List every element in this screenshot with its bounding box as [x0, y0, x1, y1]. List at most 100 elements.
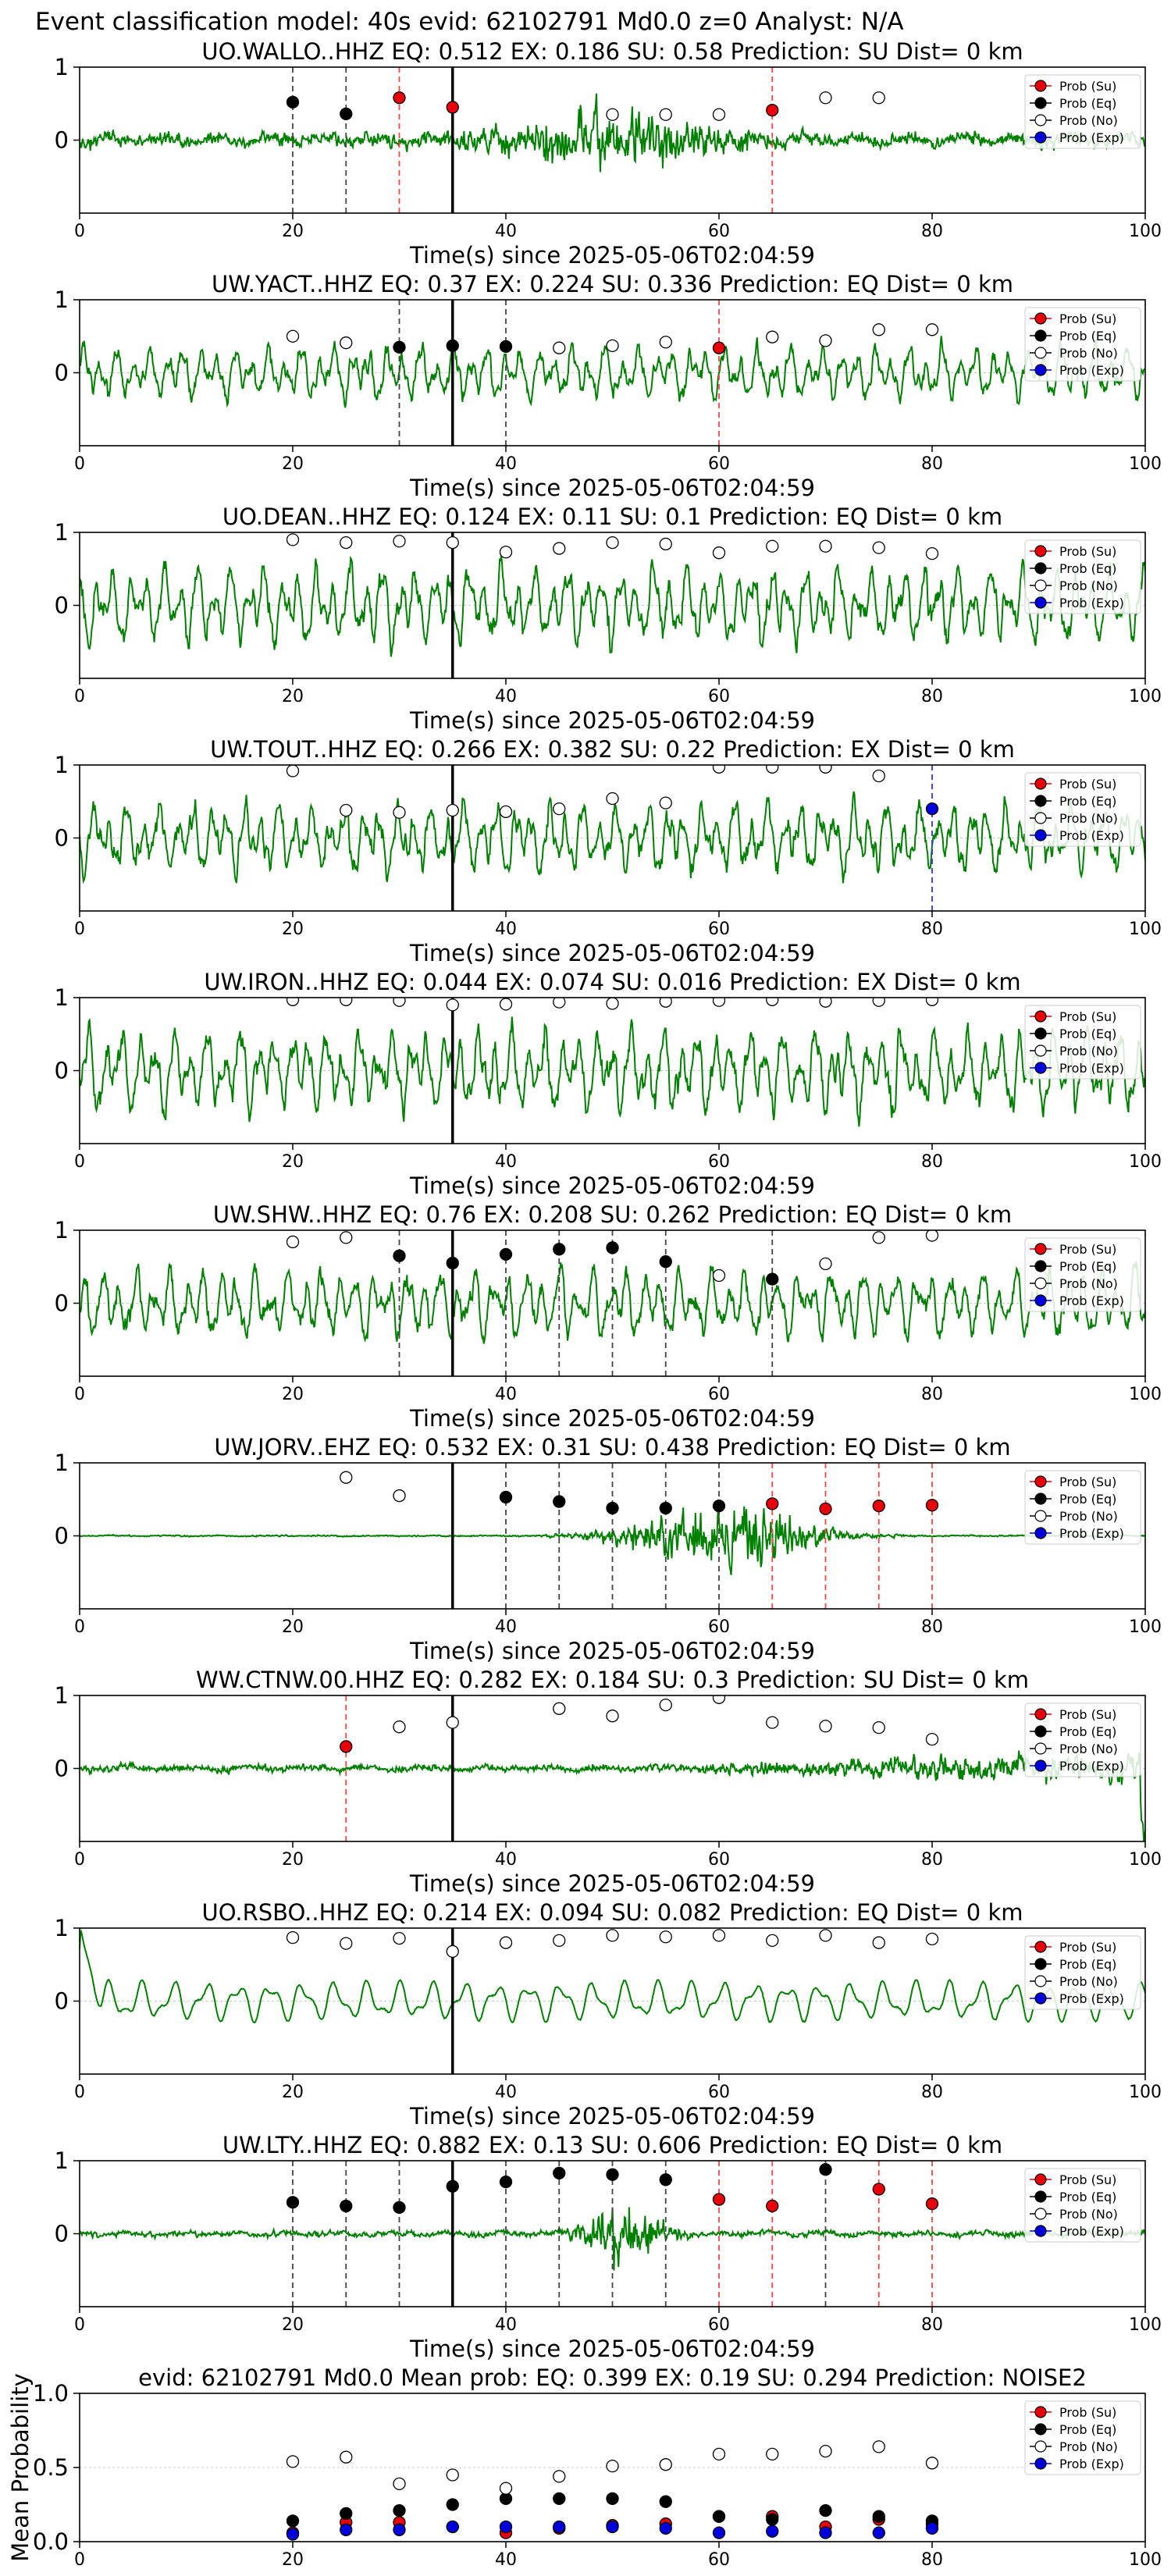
legend-box	[1024, 1470, 1141, 1545]
prob-marker-eq	[606, 1241, 619, 1254]
prob-marker-no	[819, 998, 832, 1008]
legend-label-no: Prob (No)	[1059, 346, 1118, 361]
prob-marker-no	[712, 546, 726, 560]
prob-marker-eq	[659, 1255, 672, 1268]
prob-marker-no	[766, 765, 779, 774]
prob-marker-no	[712, 1268, 726, 1283]
prob-marker-no	[340, 998, 353, 1006]
mean-marker-exp	[925, 2521, 939, 2535]
legend-label-su: Prob (Su)	[1059, 1940, 1116, 1955]
mean-marker-eq	[712, 2510, 726, 2523]
prob-marker-eq	[393, 2201, 406, 2214]
legend-label-exp: Prob (Exp)	[1059, 363, 1124, 378]
prob-marker-no	[712, 998, 726, 1007]
mean-marker-no	[499, 2482, 513, 2495]
prob-marker-no	[872, 1231, 885, 1244]
legend-label-exp: Prob (Exp)	[1059, 2457, 1124, 2471]
legend-marker-exp	[1034, 2225, 1047, 2237]
x-tick-label: 40	[495, 920, 517, 939]
prob-marker-no	[925, 1732, 939, 1746]
prob-marker-no	[286, 765, 300, 777]
plot-area	[80, 2393, 1145, 2541]
prob-marker-eq	[340, 2199, 353, 2213]
panel-7: UW.JORV..EHZ EQ: 0.532 EX: 0.31 SU: 0.43…	[55, 1434, 1162, 1664]
prob-marker-eq	[766, 1272, 779, 1286]
legend-marker-eq	[1034, 2423, 1047, 2435]
legend-label-eq: Prob (Eq)	[1059, 1724, 1116, 1739]
x-tick-label: 80	[921, 1617, 943, 1637]
x-tick-label: 100	[1129, 2083, 1162, 2102]
x-tick-label: 100	[1129, 1385, 1162, 1404]
x-tick-label: 80	[921, 920, 943, 939]
x-tick-label: 60	[708, 1850, 730, 1870]
x-axis-label: Time(s) since 2025-05-06T02:04:59	[409, 2336, 815, 2362]
x-axis-label: Time(s) since 2025-05-06T02:04:59	[409, 1638, 815, 1664]
prob-marker-su	[712, 341, 726, 354]
mean-marker-exp	[553, 2520, 566, 2534]
panel-2: UW.YACT..HHZ EQ: 0.37 EX: 0.224 SU: 0.33…	[55, 271, 1162, 501]
prob-marker-no	[819, 539, 832, 553]
prob-marker-no	[819, 765, 832, 774]
prob-marker-eq	[286, 2196, 300, 2209]
legend-label-exp: Prob (Exp)	[1059, 1991, 1124, 2006]
prob-marker-su	[925, 1499, 939, 1512]
legend-label-no: Prob (No)	[1059, 2439, 1118, 2454]
x-axis-label: Time(s) since 2025-05-06T02:04:59	[409, 1405, 815, 1432]
legend-marker-su	[1034, 545, 1047, 557]
figure-suptitle: Event classification model: 40s evid: 62…	[35, 8, 904, 36]
prob-marker-no	[499, 998, 513, 1011]
prob-marker-no	[925, 546, 939, 560]
legend-box	[1024, 2400, 1141, 2475]
x-tick-label: 80	[921, 2315, 943, 2335]
x-tick-label: 60	[708, 2083, 730, 2102]
x-axis-label: Time(s) since 2025-05-06T02:04:59	[409, 1172, 815, 1199]
prob-marker-no	[446, 998, 459, 1012]
y-tick-label: 1	[55, 1682, 69, 1709]
x-tick-label: 40	[495, 2083, 517, 2102]
y-tick-label: 1	[55, 1217, 69, 1244]
prob-marker-no	[286, 998, 300, 1006]
legend-label-exp: Prob (Exp)	[1059, 596, 1124, 610]
waveform-trace	[80, 791, 1145, 884]
x-tick-label: 80	[921, 1850, 943, 1870]
x-tick-label: 20	[282, 1850, 304, 1870]
prob-marker-no	[553, 341, 566, 354]
prob-marker-no	[553, 1934, 566, 1948]
prob-marker-no	[286, 329, 300, 343]
waveform-trace	[80, 2207, 1145, 2271]
prob-marker-no	[659, 108, 672, 121]
y-tick-label: 0.0	[33, 2528, 69, 2555]
prob-marker-no	[766, 1934, 779, 1948]
legend-label-exp: Prob (Exp)	[1059, 1526, 1124, 1541]
prob-marker-no	[872, 769, 885, 783]
x-tick-label: 20	[282, 454, 304, 474]
y-tick-label: 0	[55, 825, 69, 852]
prob-marker-no	[819, 1257, 832, 1271]
prob-marker-no	[606, 998, 619, 1010]
x-tick-label: 20	[282, 687, 304, 706]
x-tick-label: 60	[708, 1152, 730, 1172]
x-tick-label: 0	[74, 1152, 85, 1172]
legend-label-eq: Prob (Eq)	[1059, 794, 1116, 809]
x-tick-label: 40	[495, 687, 517, 706]
prob-marker-eq	[553, 1495, 566, 1508]
panel-title: evid: 62102791 Md0.0 Mean prob: EQ: 0.39…	[138, 2364, 1087, 2391]
y-tick-label: 0	[55, 1058, 69, 1084]
y-tick-label: 1	[55, 54, 69, 80]
panel-5: UW.IRON..HHZ EQ: 0.044 EX: 0.074 SU: 0.0…	[55, 969, 1162, 1199]
x-tick-label: 0	[74, 454, 85, 474]
prob-marker-eq	[553, 2166, 566, 2180]
x-tick-label: 100	[1129, 2315, 1162, 2335]
prob-marker-su	[872, 1500, 885, 1513]
panel-10: UW.LTY..HHZ EQ: 0.882 EX: 0.13 SU: 0.606…	[55, 2132, 1162, 2362]
prob-marker-no	[606, 108, 619, 121]
x-tick-label: 20	[282, 1152, 304, 1172]
mean-marker-eq	[766, 2513, 779, 2526]
legend-marker-su	[1034, 1243, 1047, 1255]
panel-title: UO.WALLO..HHZ EQ: 0.512 EX: 0.186 SU: 0.…	[201, 38, 1023, 65]
legend-box	[1024, 772, 1141, 847]
legend-box	[1024, 74, 1141, 149]
legend-marker-eq	[1034, 1260, 1047, 1272]
x-axis-label: Time(s) since 2025-05-06T02:04:59	[409, 940, 815, 966]
